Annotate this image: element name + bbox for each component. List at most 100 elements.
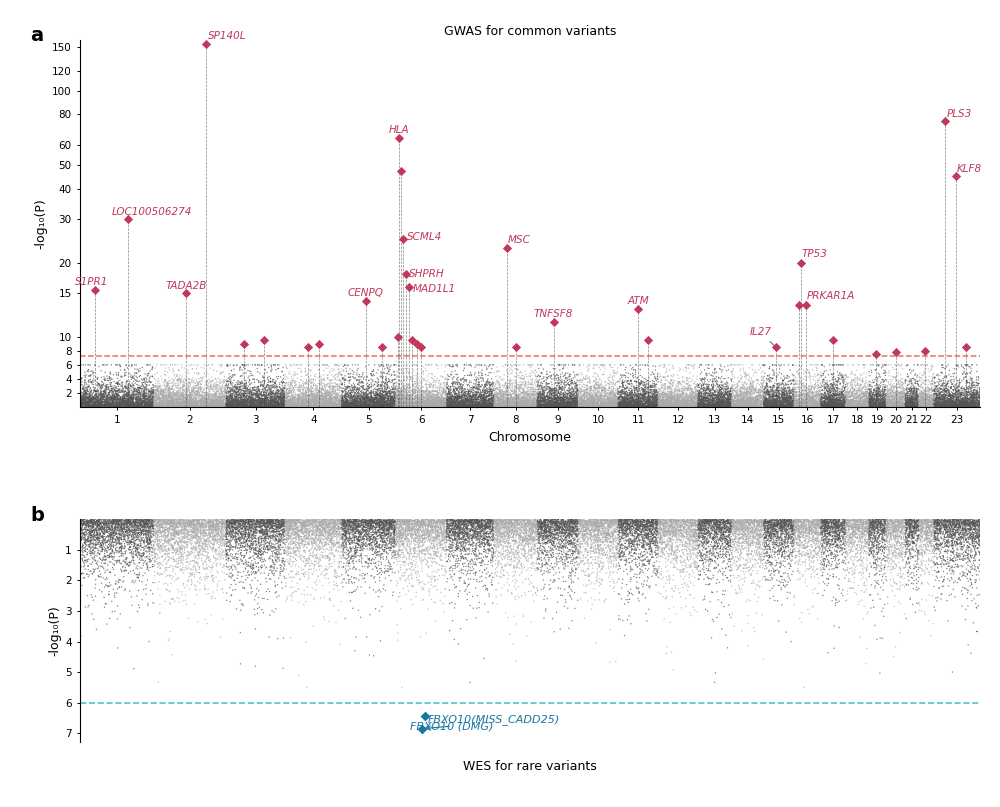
Point [822,522,838,535]
Point [513,382,529,395]
Point [186,554,202,567]
Point [88,515,104,528]
Point [346,395,362,408]
Point [539,378,555,391]
Point [291,515,307,528]
Point [169,396,185,409]
Point [777,391,793,404]
Point [332,397,348,410]
Point [567,400,583,413]
Point [254,530,270,543]
Point [422,391,438,404]
Point [817,525,833,538]
Point [842,391,858,404]
Point [958,392,974,405]
Point [389,391,405,404]
Point [657,514,673,527]
Point [364,366,380,378]
Point [576,381,592,394]
Point [586,583,602,596]
Point [89,526,105,539]
Point [962,521,978,533]
Point [666,391,682,404]
Point [106,399,122,412]
Point [186,382,202,395]
Point [555,526,571,539]
Point [152,379,168,392]
Point [172,382,188,395]
Point [181,394,197,407]
Point [661,399,677,412]
Point [537,400,553,413]
Point [676,554,692,567]
Point [669,395,685,408]
Point [306,386,322,399]
Point [414,564,430,577]
Point [846,518,862,531]
Point [501,513,517,526]
Point [922,395,938,408]
Point [624,392,640,405]
Point [932,399,948,412]
Point [642,520,658,533]
Point [815,569,831,582]
Point [77,397,93,410]
Point [104,517,120,530]
Point [572,516,588,529]
Point [402,374,418,387]
Point [884,520,900,533]
Point [421,397,437,410]
Point [270,399,286,412]
Point [504,531,520,544]
Point [929,520,945,533]
Point [384,518,400,531]
Point [745,559,761,572]
Point [913,385,929,398]
Point [474,398,490,411]
Point [248,395,264,408]
Point [895,400,911,413]
Point [720,386,736,399]
Point [294,533,310,546]
Point [266,395,282,408]
Point [395,386,411,399]
Point [588,515,604,528]
Point [160,516,176,529]
Point [120,397,136,410]
Point [626,543,642,556]
Point [930,382,946,395]
Point [585,519,601,532]
Point [700,393,716,406]
Point [464,399,480,412]
Point [106,391,122,404]
Point [303,543,319,556]
Point [325,523,341,536]
Point [388,517,404,530]
Point [963,560,979,573]
Point [195,521,211,533]
Point [200,395,216,408]
Point [183,399,199,412]
Point [80,399,96,412]
Point [822,557,838,570]
Point [161,543,177,556]
Point [211,518,227,531]
Point [173,397,189,410]
Point [611,550,627,563]
Point [911,390,927,403]
Point [315,380,331,393]
Point [898,399,914,412]
Point [219,526,235,539]
Point [229,395,245,408]
Point [728,396,744,409]
Point [498,384,514,397]
Point [250,399,266,412]
Point [170,537,186,550]
Point [692,525,708,537]
Point [158,383,174,396]
Point [131,514,147,527]
Point [198,521,214,534]
Point [379,358,395,371]
Point [753,399,769,412]
Point [201,554,217,567]
